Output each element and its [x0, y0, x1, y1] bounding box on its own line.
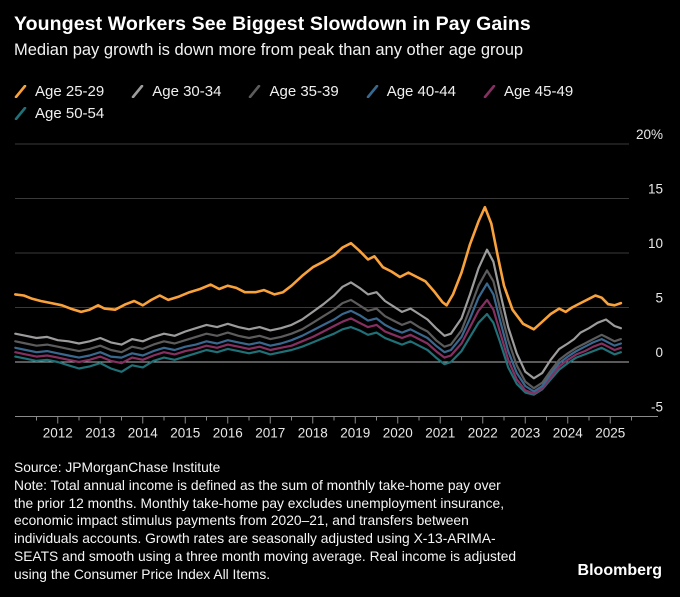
series-line-age-25-29 [14, 205, 623, 331]
x-axis-label: 2019 [340, 426, 370, 441]
x-axis-label: 2020 [383, 426, 413, 441]
legend: Age 25-29 Age 30-34 Age 35-39 Age 40-44 Age … [14, 83, 664, 122]
series-slash-icon [366, 85, 379, 98]
y-axis-label: 10 [648, 236, 663, 251]
series-slash-icon [14, 107, 27, 120]
note-line: using the Consumer Price Index All Items… [14, 566, 271, 582]
x-axis-label: 2021 [425, 426, 455, 441]
note-line: individuals accounts. Growth rates are s… [14, 531, 496, 547]
legend-label: Age 40-44 [386, 83, 456, 100]
footnotes: Source: JPMorganChase Institute Note: To… [14, 459, 624, 584]
y-axis-label: 5 [655, 291, 663, 306]
legend-item-age-30-34: Age 30-34 [131, 83, 221, 100]
source-line: Source: JPMorganChase Institute [14, 460, 221, 475]
note-line: the prior 12 months. Monthly take-home p… [14, 495, 505, 511]
legend-item-age-35-39: Age 35-39 [248, 83, 339, 100]
x-axis-label: 2024 [553, 426, 584, 441]
legend-label: Age 30-34 [152, 83, 222, 100]
y-axis-label: 15 [648, 182, 663, 197]
bloomberg-logo: Bloomberg [577, 562, 662, 579]
legend-label: Age 35-39 [269, 83, 339, 100]
series-slash-icon [483, 85, 496, 98]
x-axis-label: 2016 [213, 426, 243, 441]
x-axis-label: 2017 [255, 426, 285, 441]
note-line: SEATS and smooth using a three month mov… [14, 548, 517, 564]
x-axis-label: 2023 [510, 426, 540, 441]
x-axis-label: 2013 [85, 426, 115, 441]
chart-subtitle: Median pay growth is down more from peak… [14, 41, 524, 59]
series-line-age-35-39 [14, 269, 623, 390]
series-line-age-30-34 [14, 248, 623, 380]
note-line: economic impact stimulus payments from 2… [14, 513, 469, 529]
legend-item-age-50-54: Age 50-54 [14, 105, 104, 122]
series-slash-icon [131, 85, 144, 98]
x-axis-label: 2015 [170, 426, 200, 441]
legend-item-age-45-49: Age 45-49 [483, 83, 573, 100]
y-axis-label: 20% [636, 127, 663, 142]
legend-label: Age 45-49 [503, 83, 574, 100]
legend-label: Age 25-29 [35, 83, 105, 100]
y-axis-label: -5 [651, 400, 663, 415]
chart-title: Youngest Workers See Biggest Slowdown in… [14, 13, 531, 35]
note-line: Note: Total annual income is defined as … [14, 477, 501, 493]
legend-item-age-40-44: Age 40-44 [366, 83, 456, 100]
pay-growth-line-chart: 20% 15 10 5 0 -5 2012 2013 2014 2015 2016 2017 2018 2… [14, 127, 663, 441]
series-slash-icon [249, 85, 261, 98]
legend-item-age-25-29: Age 25-29 [14, 83, 104, 100]
x-axis-label: 2025 [595, 426, 625, 441]
series-line-age-45-49 [14, 298, 623, 395]
x-axis-label: 2022 [468, 426, 498, 441]
series-slash-icon [14, 85, 27, 98]
x-axis-label: 2018 [298, 426, 328, 441]
legend-label: Age 50-54 [35, 105, 105, 122]
y-axis-label: 0 [655, 345, 663, 360]
x-axis-label: 2012 [43, 426, 73, 441]
series-line-age-40-44 [14, 282, 623, 393]
x-axis-label: 2014 [128, 426, 159, 441]
